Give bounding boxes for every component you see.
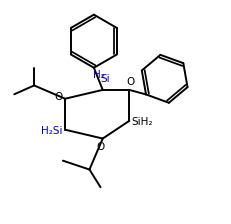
Text: SiH₂: SiH₂ <box>131 117 152 127</box>
Text: O: O <box>126 77 134 86</box>
Text: H₂: H₂ <box>93 70 105 80</box>
Text: H₂Si: H₂Si <box>41 126 63 136</box>
Text: Si: Si <box>100 74 109 84</box>
Text: O: O <box>55 92 63 101</box>
Text: O: O <box>96 142 104 152</box>
